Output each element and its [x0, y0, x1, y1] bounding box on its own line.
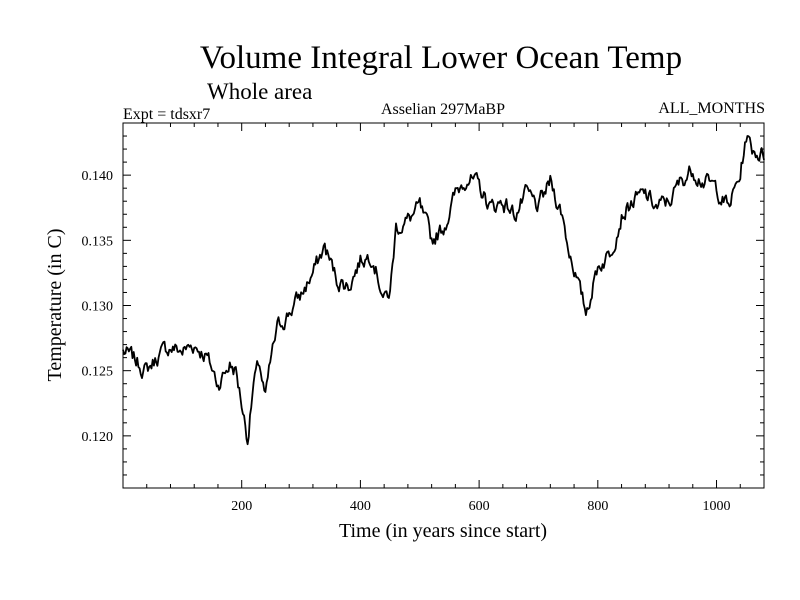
x-tick-label: 1000 — [703, 499, 731, 514]
axis-tick-labels: 200 400 600 800 1000 0.120 0.125 0.130 0.135 0.14… — [82, 169, 731, 514]
y-tick-label: 0.125 — [82, 365, 114, 380]
chart-title: Volume Integral Lower Ocean Temp — [200, 40, 682, 76]
temperature-series-line — [122, 135, 765, 446]
annotation-months: ALL_MONTHS — [658, 100, 765, 117]
annotation-experiment: Expt = tdsxr7 — [123, 106, 210, 123]
plot-frame — [122, 122, 765, 489]
x-axis-label: Time (in years since start) — [339, 520, 547, 542]
y-tick-label: 0.130 — [82, 300, 114, 315]
chart-subtitle: Whole area — [207, 79, 312, 104]
y-tick-label: 0.140 — [82, 169, 114, 184]
x-tick-label: 800 — [587, 499, 608, 514]
axis-ticks — [123, 122, 764, 489]
x-tick-label: 400 — [350, 499, 371, 514]
y-tick-label: 0.120 — [82, 430, 114, 445]
y-tick-label: 0.135 — [82, 234, 114, 249]
x-tick-label: 600 — [469, 499, 490, 514]
y-axis-label: Temperature (in C) — [44, 229, 66, 382]
x-tick-label: 200 — [231, 499, 252, 514]
annotation-period: Asselian 297MaBP — [381, 101, 505, 118]
